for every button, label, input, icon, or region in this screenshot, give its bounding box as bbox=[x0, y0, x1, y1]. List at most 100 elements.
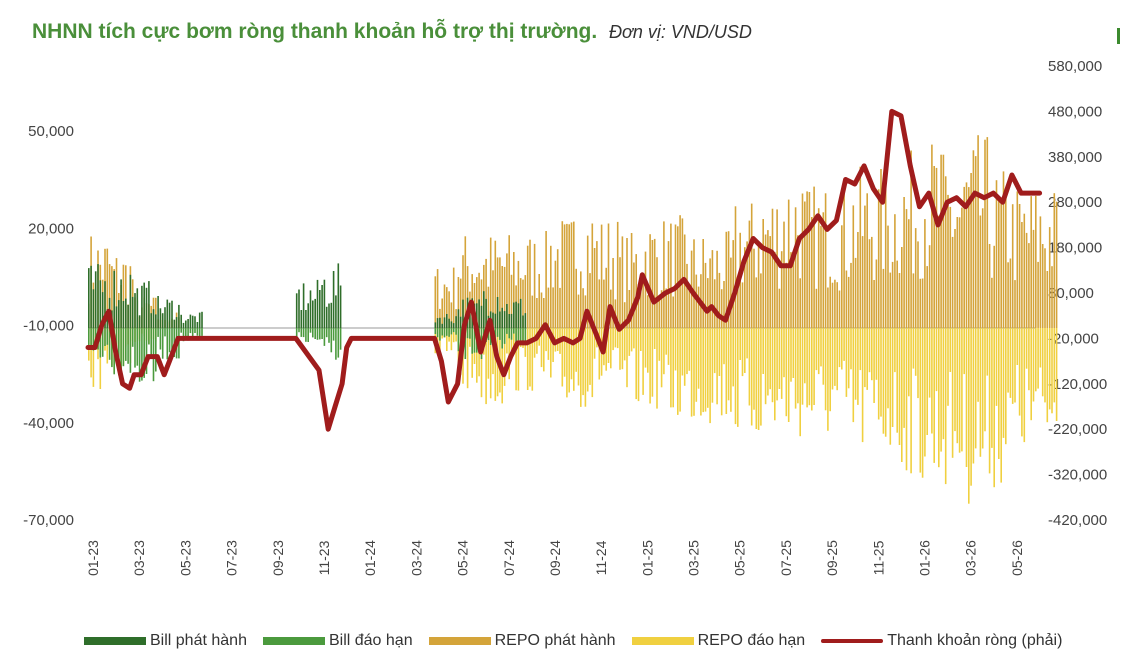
repo_issue-bar bbox=[965, 182, 968, 328]
repo_mature-bar bbox=[635, 328, 637, 400]
repo_mature-bar bbox=[630, 328, 633, 352]
repo_mature-bar bbox=[811, 328, 813, 411]
bill_mature-bar bbox=[513, 328, 515, 334]
bill_issue-bar bbox=[161, 313, 164, 328]
bill_mature-bar bbox=[501, 328, 503, 349]
repo_issue-bar bbox=[616, 221, 619, 328]
bill_mature-bar bbox=[295, 328, 298, 337]
repo_mature-bar bbox=[861, 328, 864, 443]
repo_mature-bar bbox=[494, 328, 497, 401]
repo_issue-bar bbox=[603, 279, 605, 328]
x-tick-label: 01-25 bbox=[639, 540, 655, 576]
repo_issue-bar bbox=[536, 298, 538, 328]
repo_issue-bar bbox=[801, 193, 804, 328]
y-right-tick-label: -420,000 bbox=[1048, 512, 1107, 529]
repo_mature-bar bbox=[99, 328, 102, 389]
repo_mature-bar bbox=[1025, 328, 1028, 369]
repo_mature-bar bbox=[633, 328, 635, 349]
repo_issue-bar bbox=[1032, 229, 1035, 328]
bill_issue-bar bbox=[321, 285, 323, 328]
repo_issue-bar bbox=[901, 247, 903, 328]
bill_mature-bar bbox=[305, 328, 307, 342]
bill_issue-bar bbox=[328, 303, 330, 328]
bill_issue-bar bbox=[325, 306, 328, 328]
repo_mature-bar bbox=[815, 328, 818, 371]
legend-item-repo-mature: REPO đáo hạn bbox=[631, 632, 805, 650]
bill_mature-bar bbox=[159, 328, 162, 350]
repo_issue-bar bbox=[873, 280, 875, 328]
repo_issue-bar bbox=[859, 166, 862, 328]
bill_issue-bar bbox=[330, 302, 333, 328]
repo_issue-bar bbox=[1046, 271, 1049, 328]
repo_mature-bar bbox=[877, 328, 880, 420]
repo_mature-bar bbox=[884, 328, 887, 437]
repo_issue-bar bbox=[531, 295, 534, 328]
repo_issue-bar bbox=[988, 244, 991, 328]
repo_mature-bar bbox=[492, 328, 494, 375]
repo_issue-bar bbox=[591, 223, 594, 328]
repo_mature-bar bbox=[640, 328, 642, 351]
repo_mature-bar bbox=[783, 328, 785, 378]
repo_mature-bar bbox=[926, 328, 928, 435]
bill_issue-bar bbox=[198, 312, 201, 328]
repo_mature-bar bbox=[503, 328, 506, 386]
bill_issue-bar bbox=[138, 315, 141, 328]
repo_issue-bar bbox=[919, 278, 922, 328]
repo_issue-bar bbox=[794, 207, 797, 328]
repo_mature-bar bbox=[831, 328, 834, 390]
repo_issue-bar bbox=[580, 271, 582, 328]
bill_issue-bar bbox=[97, 264, 99, 328]
repo_mature-bar bbox=[739, 328, 741, 360]
repo_mature-bar bbox=[660, 328, 663, 388]
repo_mature-bar bbox=[616, 328, 619, 349]
bill_mature-bar bbox=[469, 328, 471, 339]
repo_mature-bar bbox=[693, 328, 695, 416]
repo_mature-bar bbox=[665, 328, 667, 355]
repo_mature-bar bbox=[914, 328, 917, 376]
repo_issue-bar bbox=[501, 266, 503, 328]
repo_issue-bar bbox=[734, 206, 737, 328]
repo_issue-bar bbox=[702, 239, 704, 328]
bill_mature-bar bbox=[473, 328, 476, 353]
chart-legend: Bill phát hành Bill đáo hạn REPO phát hành… bbox=[84, 630, 1078, 652]
bill_issue-bar bbox=[316, 279, 319, 328]
repo_mature-bar bbox=[679, 328, 681, 412]
chart-title-main: NHNN tích cực bơm ròng thanh khoản hỗ tr… bbox=[32, 20, 598, 43]
bill_issue-bar bbox=[434, 322, 437, 328]
repo_mature-bar bbox=[656, 328, 658, 409]
bill_mature-bar bbox=[328, 328, 330, 343]
repo_issue-bar bbox=[774, 251, 776, 328]
y-left-tick-label: 50,000 bbox=[28, 123, 74, 140]
repo_mature-bar bbox=[954, 328, 956, 432]
repo_issue-bar bbox=[894, 214, 896, 328]
repo_issue-bar bbox=[111, 266, 113, 328]
repo_mature-bar bbox=[1055, 328, 1058, 421]
repo_mature-bar bbox=[584, 328, 587, 407]
bill_issue-bar bbox=[182, 322, 185, 328]
repo_issue-bar bbox=[122, 264, 125, 328]
bill_mature-bar bbox=[508, 328, 510, 339]
repo_issue-bar bbox=[908, 219, 910, 328]
repo_issue-bar bbox=[762, 219, 764, 328]
y-right-tick-label: 580,000 bbox=[1048, 58, 1102, 75]
repo_issue-bar bbox=[864, 205, 866, 328]
bill_issue-bar bbox=[441, 323, 443, 328]
bill_issue-bar bbox=[307, 303, 309, 328]
repo_mature-bar bbox=[778, 328, 781, 389]
repo_issue-bar bbox=[880, 169, 882, 328]
repo_mature-bar bbox=[651, 328, 654, 397]
repo_mature-bar bbox=[841, 328, 843, 370]
y-left-tick-label: -70,000 bbox=[23, 512, 74, 529]
repo_mature-bar bbox=[582, 328, 584, 396]
bill_issue-bar bbox=[494, 313, 497, 328]
bill_issue-bar bbox=[194, 316, 196, 328]
repo_mature-bar bbox=[794, 328, 797, 409]
bill_mature-bar bbox=[448, 328, 450, 337]
repo_mature-bar bbox=[764, 328, 767, 405]
repo_issue-bar bbox=[725, 231, 728, 328]
repo_issue-bar bbox=[529, 239, 531, 328]
bill_mature-bar bbox=[187, 328, 189, 341]
repo_issue-bar bbox=[972, 150, 975, 328]
bill_issue-bar bbox=[143, 282, 145, 328]
repo_issue-bar bbox=[868, 239, 871, 328]
